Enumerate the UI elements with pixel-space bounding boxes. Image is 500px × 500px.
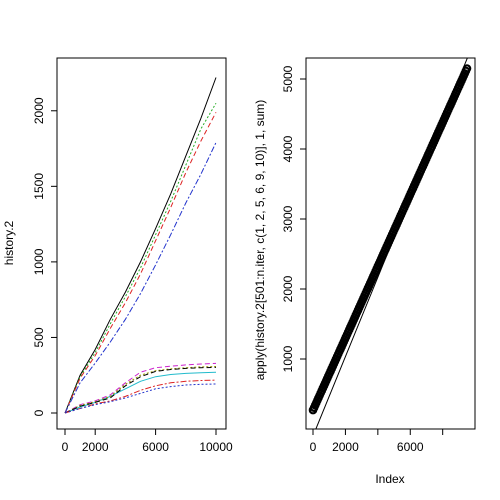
right-panel: 0 2000 6000 1000 2000 3000 4000 5000 Index app… [253,57,476,486]
left-x-tick-label: 10000 [199,440,233,454]
left-series-line [64,362,217,414]
left-y-tick-label: 2000 [32,97,46,124]
left-series-line [64,383,217,414]
left-series-line [64,112,217,414]
left-y-tick-label: 0 [32,409,46,416]
left-series-line [64,102,217,414]
left-x-tick-label: 0 [62,440,69,454]
left-x-tick-label: 2000 [82,440,109,454]
left-series-lines [64,77,217,414]
left-panel: 0 2000 6000 10000 0 500 1000 1500 2000 history.… [2,57,233,454]
right-x-axis: 0 2000 6000 [310,428,444,454]
left-x-tick-label: 6000 [142,440,169,454]
left-plot-box [56,57,227,430]
left-series-line [64,366,217,414]
right-x-tick-label: 6000 [397,440,424,454]
left-y-axis: 0 500 1000 1500 2000 [32,97,58,416]
right-y-tick-label: 4000 [281,135,295,162]
right-y-tick-label: 1000 [281,345,295,372]
scatter-point [462,64,472,73]
right-y-tick-label: 2000 [281,275,295,302]
left-x-axis: 0 2000 6000 10000 [62,428,233,454]
left-series-line [64,142,217,414]
left-y-tick-label: 1500 [32,173,46,200]
right-x-tick-label: 2000 [332,440,359,454]
left-series-line [64,366,217,414]
left-y-axis-label: history.2 [2,220,16,265]
right-x-tick-label: 0 [310,440,317,454]
left-y-tick-label: 500 [32,327,46,347]
left-series-line [64,77,217,414]
left-series-line [64,379,217,414]
right-scatter-points [308,64,472,415]
right-reference-line [315,58,468,429]
right-y-axis-label: apply(history.2[501:n.iter, c(1, 2, 5, 6… [253,100,267,381]
right-x-axis-label: Index [375,472,404,486]
left-series-line [64,371,217,414]
right-y-tick-label: 3000 [281,205,295,232]
right-y-tick-label: 5000 [281,65,295,92]
left-y-tick-label: 1000 [32,248,46,275]
right-y-axis: 1000 2000 3000 4000 5000 [281,65,307,372]
